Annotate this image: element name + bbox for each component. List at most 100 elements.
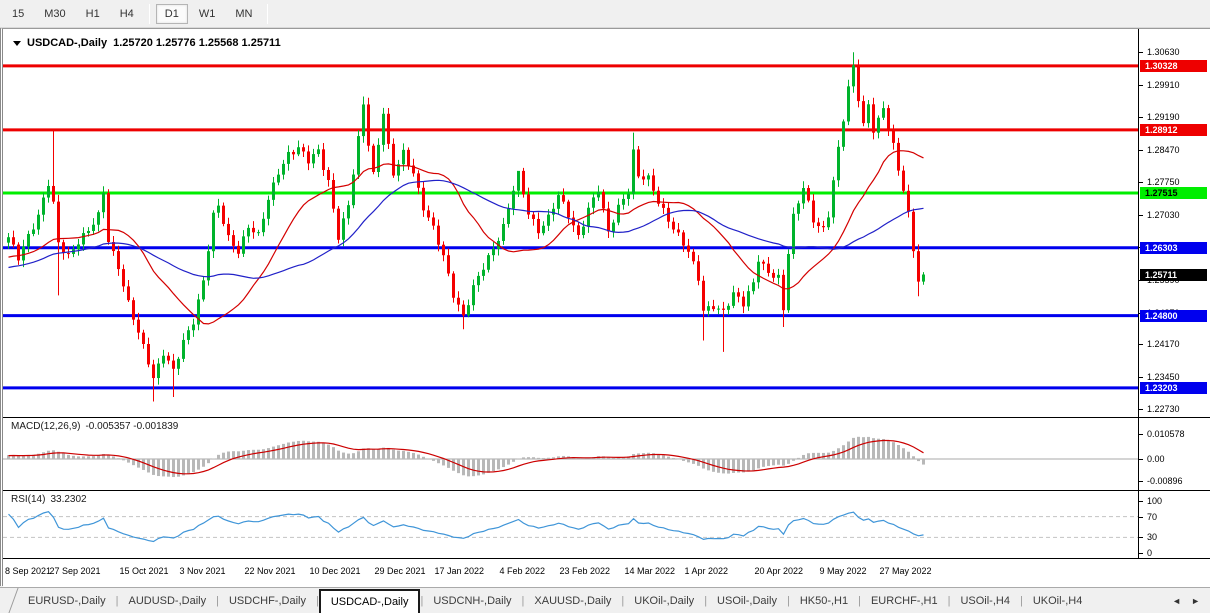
candle-body bbox=[237, 245, 240, 254]
candle-body bbox=[157, 363, 160, 379]
timeframe-button-M30[interactable]: M30 bbox=[44, 7, 66, 20]
candle-body bbox=[602, 192, 605, 209]
date-axis-label: 23 Feb 2022 bbox=[559, 566, 611, 576]
symbol-tab-ukoildaily[interactable]: UKOil-,Daily bbox=[634, 594, 695, 607]
rsi-line bbox=[8, 511, 924, 543]
price-axis-tick: 1.27030 bbox=[1147, 209, 1180, 220]
candle-body bbox=[52, 185, 55, 202]
price-axis-tick: 1.30630 bbox=[1147, 47, 1180, 58]
price-tick-mark bbox=[1138, 376, 1143, 378]
candle-body bbox=[407, 149, 410, 166]
tab-separator: | bbox=[216, 594, 219, 607]
candle-body bbox=[312, 154, 315, 164]
price-axis-tick: 1.24170 bbox=[1147, 339, 1180, 350]
candle-body bbox=[517, 170, 520, 191]
candle-body bbox=[852, 65, 855, 87]
price-axis-tick: 1.29190 bbox=[1147, 112, 1180, 123]
price-axis[interactable]: 1.30630 1.29910 1.29190 1.28470 1.27750 1.270… bbox=[1138, 29, 1210, 558]
symbol-tab-eurchfh1[interactable]: EURCHF-,H1 bbox=[870, 594, 938, 607]
macd-name: MACD(12,26,9) bbox=[11, 421, 81, 432]
symbol-tabbar: EURUSD-,Daily | AUDUSD-,Daily | USDCHF-,Dail… bbox=[0, 587, 1210, 613]
candle-body bbox=[242, 236, 245, 254]
symbol-tab-usoildaily[interactable]: USOil-,Daily bbox=[717, 594, 777, 607]
candle-body bbox=[282, 163, 285, 175]
candle-body bbox=[182, 339, 185, 359]
candle-body bbox=[807, 188, 810, 201]
candle-body bbox=[257, 232, 260, 234]
price-tick-mark bbox=[1138, 214, 1143, 216]
symbol-tab-usdcnhdaily[interactable]: USDCNH-,Daily bbox=[433, 594, 512, 607]
timeframe-button-D1[interactable]: D1 bbox=[155, 3, 188, 24]
symbol-tab-audusddaily[interactable]: AUDUSD-,Daily bbox=[128, 594, 207, 607]
candle-body bbox=[597, 192, 600, 198]
symbol-tab-hk50h1[interactable]: HK50-,H1 bbox=[799, 594, 849, 607]
candle-body bbox=[27, 233, 30, 247]
macd-axis-tick: 0.010578 bbox=[1147, 428, 1185, 439]
candle-body bbox=[557, 195, 560, 209]
chart-window[interactable]: USDCAD-,Daily 1.25720 1.25776 1.25568 1.… bbox=[0, 28, 1210, 587]
candle-body bbox=[607, 208, 610, 232]
candle-body bbox=[427, 210, 430, 218]
candle-body bbox=[162, 355, 165, 364]
rsi-value: 33.2302 bbox=[50, 494, 87, 505]
rsi-axis-tick: 30 bbox=[1147, 532, 1158, 543]
macd-label: MACD(12,26,9) -0.005357 -0.001839 bbox=[11, 421, 183, 432]
timeframe-button-H4[interactable]: H4 bbox=[119, 7, 134, 20]
symbol-tab-usdchfdaily[interactable]: USDCHF-,Daily bbox=[228, 594, 306, 607]
candle-body bbox=[777, 274, 780, 278]
candle-body bbox=[882, 108, 885, 118]
chevron-down-icon[interactable] bbox=[13, 40, 21, 46]
candle-body bbox=[532, 214, 535, 219]
date-axis[interactable]: 8 Sep 2021 27 Sep 2021 15 Oct 2021 3 Nov 20… bbox=[3, 559, 1210, 587]
candle-body bbox=[112, 242, 115, 252]
symbol-tab-xauusddaily[interactable]: XAUUSD-,Daily bbox=[534, 594, 612, 607]
candle-body bbox=[577, 225, 580, 236]
candle-body bbox=[452, 273, 455, 298]
panel-separator[interactable] bbox=[3, 490, 1210, 491]
candle-body bbox=[202, 280, 205, 300]
rsi-tick-mark bbox=[1138, 537, 1143, 539]
macd-values: -0.005357 -0.001839 bbox=[85, 421, 179, 432]
candle-body bbox=[697, 261, 700, 281]
candle-body bbox=[247, 227, 250, 237]
candle-body bbox=[132, 300, 135, 320]
candle-body bbox=[232, 235, 235, 246]
macd-histogram bbox=[7, 436, 925, 478]
timeframe-button-W1[interactable]: W1 bbox=[198, 7, 216, 20]
price-axis-tick: 1.28470 bbox=[1147, 144, 1180, 155]
symbol-tab-ukoilh4[interactable]: UKOil-,H4 bbox=[1032, 594, 1083, 607]
candle-body bbox=[352, 174, 355, 206]
timeframe-button-15[interactable]: 15 bbox=[12, 7, 25, 20]
candle-body bbox=[632, 149, 635, 194]
candle-body bbox=[22, 246, 25, 261]
candle-body bbox=[172, 360, 175, 369]
tab-scroll-right-icon[interactable]: ► bbox=[1191, 595, 1200, 606]
candle-body bbox=[487, 255, 490, 270]
price-axis-tick: 1.27750 bbox=[1147, 177, 1180, 188]
candle-body bbox=[612, 222, 615, 232]
candle-body bbox=[507, 208, 510, 224]
tab-separator: | bbox=[947, 594, 951, 607]
date-axis-label: 9 May 2022 bbox=[819, 566, 867, 576]
candle-body bbox=[682, 232, 685, 246]
rsi-axis-tick: 70 bbox=[1147, 511, 1158, 522]
timeframe-button-H1[interactable]: H1 bbox=[85, 7, 100, 20]
date-axis-label: 17 Jan 2022 bbox=[434, 566, 485, 576]
timeframe-button-MN[interactable]: MN bbox=[235, 7, 253, 20]
symbol-tab-usoilh4[interactable]: USOil-,H4 bbox=[960, 594, 1010, 607]
symbol-tab-eurusddaily[interactable]: EURUSD-,Daily bbox=[28, 594, 106, 607]
date-axis-label: 22 Nov 2021 bbox=[244, 566, 296, 576]
candle-body bbox=[87, 230, 90, 234]
candle-body bbox=[392, 143, 395, 176]
candle-body bbox=[362, 104, 365, 137]
symbol-tab-usdcaddaily[interactable]: USDCAD-,Daily bbox=[318, 589, 421, 613]
macd-axis-tick: 0.00 bbox=[1147, 454, 1165, 464]
panel-separator[interactable] bbox=[3, 417, 1210, 418]
chart-canvas[interactable] bbox=[3, 29, 1210, 587]
candle-body bbox=[97, 212, 100, 225]
candle-body bbox=[637, 149, 640, 177]
candle-body bbox=[662, 203, 665, 208]
candle-body bbox=[717, 308, 720, 310]
tab-scroll-left-icon[interactable]: ◄ bbox=[1172, 595, 1182, 606]
tab-separator: | bbox=[858, 594, 861, 607]
